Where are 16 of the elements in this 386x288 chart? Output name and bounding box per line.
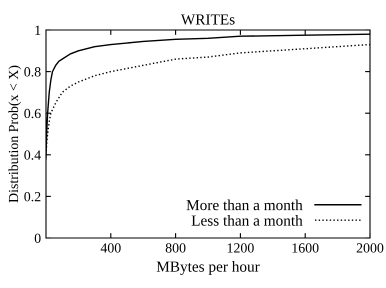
legend-label: Less than a month [192, 214, 303, 226]
x-tick-label: 1600 [292, 243, 319, 253]
y-tick-label: 0.2 [24, 192, 40, 202]
x-axis-title: MBytes per hour [156, 261, 260, 275]
y-tick-label: 0 [34, 234, 41, 243]
x-tick-label: 2000 [356, 243, 384, 253]
y-tick-label: 0.4 [24, 150, 41, 160]
y-tick-label: 1 [35, 26, 40, 35]
x-tick-label: 1200 [228, 243, 254, 253]
x-tick-label: 800 [166, 243, 186, 253]
x-tick-label: 400 [100, 243, 121, 253]
legend-label: More than a month [186, 200, 303, 210]
chart-title: WRITEs [180, 14, 235, 25]
y-tick-label: 0.6 [24, 108, 41, 118]
y-axis-title: Distribution Prob(x < X) [8, 66, 21, 203]
y-tick-label: 0.8 [24, 67, 41, 77]
